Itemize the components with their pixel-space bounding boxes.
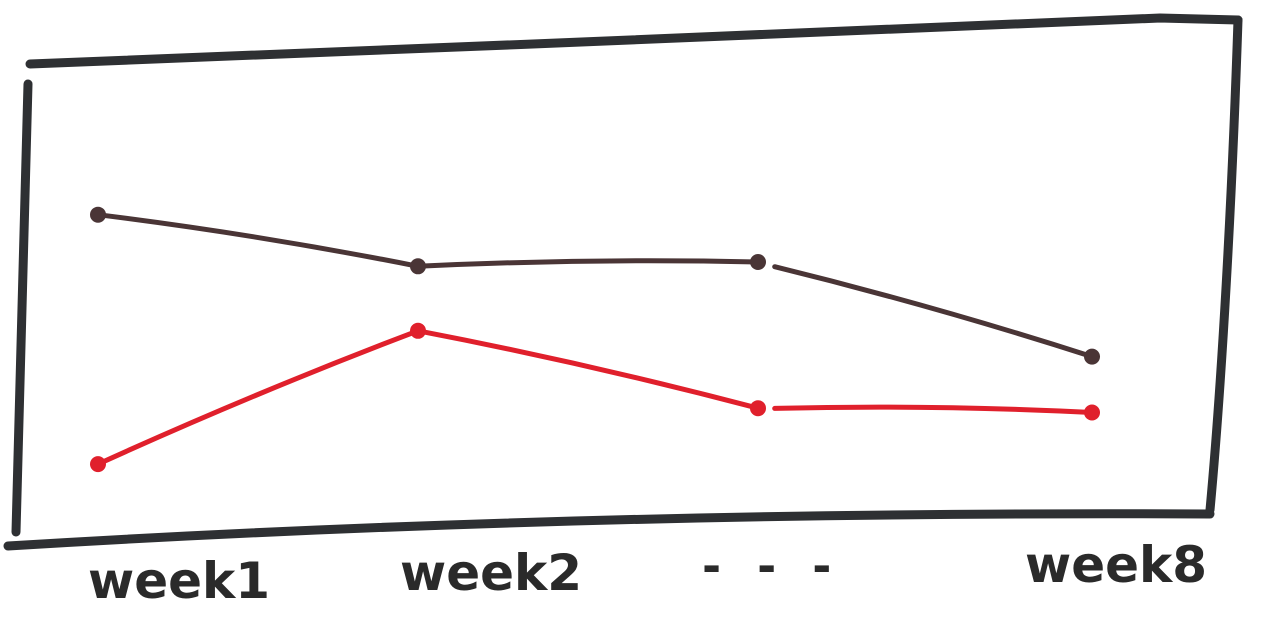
series-2-segment	[415, 328, 761, 411]
x-tick-label: week1	[88, 552, 270, 610]
plot-frame	[3, 13, 1243, 551]
frame-right-edge	[1205, 15, 1243, 515]
series-1-point	[1084, 348, 1100, 365]
series-layer	[90, 206, 1100, 473]
series-1-segment	[415, 258, 761, 269]
series-1	[90, 206, 1100, 365]
series-1-point	[410, 258, 426, 275]
x-tick-label: week8	[1025, 536, 1207, 594]
series-2-point	[750, 400, 766, 417]
series-1-segment	[95, 212, 421, 269]
series-2-segment	[772, 404, 1095, 415]
x-axis-ticks: week1 week2 - - - week8	[88, 536, 1207, 610]
series-2-point	[1084, 404, 1100, 421]
series-2-segment	[95, 328, 421, 467]
series-1-segment	[772, 264, 1095, 360]
x-tick-label-ellipsis: - - -	[702, 539, 841, 593]
series-2-point	[90, 456, 106, 473]
series-2-point	[410, 322, 426, 339]
series-2	[90, 322, 1100, 473]
frame-top-edge	[25, 13, 1243, 69]
x-tick-label: week2	[400, 544, 582, 602]
frame-left-edge	[11, 79, 33, 537]
series-1-point	[750, 254, 766, 270]
frame-bottom-edge	[3, 509, 1215, 551]
series-1-point	[90, 206, 106, 223]
